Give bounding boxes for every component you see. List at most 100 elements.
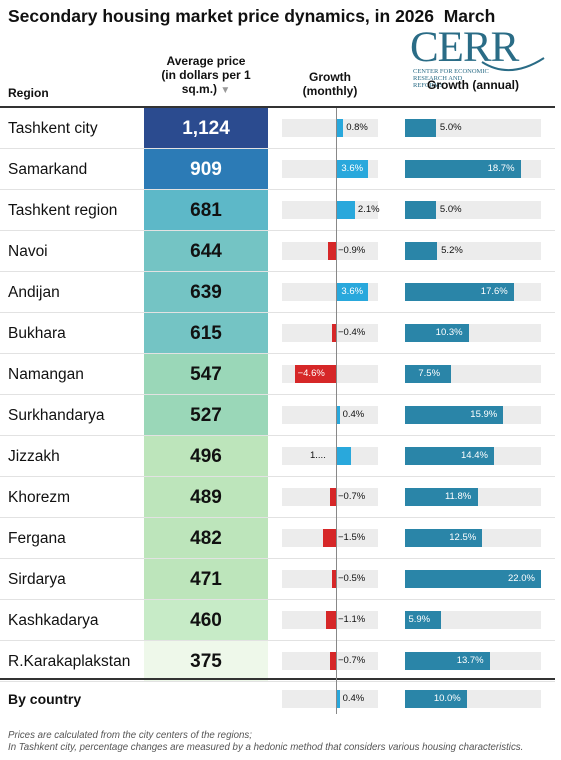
annual-bar [405, 201, 436, 219]
monthly-bar [336, 406, 340, 424]
annual-label: 5.9% [408, 614, 431, 625]
row-divider [0, 189, 555, 190]
annual-label: 5.0% [439, 204, 462, 215]
monthly-label: 0.8% [346, 122, 368, 133]
table-row: Surkhandarya 527 0.4% 15.9% [0, 395, 555, 436]
monthly-label: −1.5% [338, 532, 366, 543]
header-monthly[interactable]: Growth (monthly) [282, 70, 378, 98]
price-cell [144, 149, 268, 190]
monthly-bar-track [282, 690, 378, 708]
monthly-label: −4.6% [297, 368, 325, 379]
monthly-label: −1.1% [338, 614, 366, 625]
table-row: Jizzakh 496 1.... 14.4% [0, 436, 555, 477]
monthly-label: −0.7% [338, 491, 366, 502]
monthly-label: 0.4% [342, 409, 365, 420]
total-row: By country 0.4% 10.0% [0, 679, 555, 720]
region-name: Tashkent city [8, 120, 98, 137]
price-value: 639 [190, 282, 222, 303]
region-name: Navoi [8, 243, 48, 260]
region-name: Tashkent region [8, 202, 118, 219]
annual-bar [405, 570, 541, 588]
table-row: Fergana 482 −1.5% 12.5% [0, 518, 555, 559]
annual-bar [405, 611, 442, 629]
annual-label: 10.0% [433, 693, 461, 704]
header-monthly-line: Growth [309, 70, 351, 84]
header-annual[interactable]: Growth (annual) [427, 78, 519, 92]
monthly-bar-track [282, 119, 378, 137]
annual-label: 13.7% [456, 655, 484, 666]
header-monthly-line: (monthly) [302, 84, 358, 98]
monthly-bar [336, 283, 369, 301]
header-region[interactable]: Region [8, 86, 49, 100]
sort-down-icon[interactable]: ▼ [220, 85, 231, 96]
row-divider [0, 476, 555, 477]
price-value: 1,124 [182, 118, 230, 139]
header-price-line: (in dollars per 1 [161, 68, 251, 82]
annual-bar [405, 324, 469, 342]
price-cell [144, 190, 268, 231]
annual-label: 14.4% [461, 450, 488, 461]
header-price[interactable]: Average price (in dollars per 1 sq.m.) ▼ [146, 54, 266, 98]
row-divider [0, 312, 555, 313]
monthly-bar [329, 488, 336, 506]
price-cell [144, 395, 268, 436]
price-value: 681 [190, 200, 222, 221]
header-price-line: sq.m.) [181, 82, 218, 96]
annual-label: 15.9% [470, 409, 498, 420]
monthly-bar-track [282, 447, 378, 465]
price-cell [144, 641, 268, 682]
header-rule [0, 106, 555, 108]
row-divider [0, 599, 555, 600]
row-divider [0, 353, 555, 354]
monthly-bar [331, 570, 336, 588]
monthly-label: −0.9% [338, 245, 366, 256]
annual-bar [405, 488, 478, 506]
price-value: 471 [190, 569, 222, 590]
price-value: 615 [190, 323, 222, 344]
monthly-label: 0.4% [342, 693, 365, 704]
annual-bar [405, 242, 438, 260]
annual-bar [405, 160, 521, 178]
price-value: 547 [190, 364, 222, 385]
monthly-label: −0.4% [338, 327, 366, 338]
row-divider [0, 394, 555, 395]
annual-label: 12.5% [449, 532, 477, 543]
total-rule [0, 678, 555, 680]
table-row: Navoi 644 −0.9% 5.2% [0, 231, 555, 272]
price-cell [144, 272, 268, 313]
table-row: Tashkent region 681 2.1% 5.0% [0, 190, 555, 231]
price-cell [144, 559, 268, 600]
annual-label: 7.5% [418, 368, 441, 379]
price-cell [144, 600, 268, 641]
monthly-bar [336, 201, 355, 219]
annual-label: 5.2% [441, 245, 463, 256]
region-name: Kashkadarya [8, 612, 99, 629]
price-value: 489 [190, 487, 222, 508]
region-name: Jizzakh [8, 448, 60, 465]
price-cell [144, 231, 268, 272]
table-row: Kashkadarya 460 −1.1% 5.9% [0, 600, 555, 641]
region-name: Fergana [8, 530, 66, 547]
price-value: 496 [190, 446, 222, 467]
table-row: Samarkand 909 3.6% 18.7% [0, 149, 555, 190]
monthly-bar-track [282, 570, 378, 588]
annual-bar [405, 690, 467, 708]
annual-bar-track [405, 242, 541, 260]
logo-subtitle: Center for Economic Research and Reforms [413, 68, 489, 89]
price-cell [144, 436, 268, 477]
footnote: Prices are calculated from the city cent… [8, 730, 523, 754]
row-divider [0, 271, 555, 272]
monthly-label: −0.7% [338, 655, 366, 666]
annual-label: 10.3% [435, 327, 463, 338]
monthly-bar-track [282, 406, 378, 424]
monthly-bar-track [282, 324, 378, 342]
region-name: By country [8, 691, 82, 707]
row-divider [0, 681, 555, 682]
table-row: R.Karakaplakstan 375 −0.7% 13.7% [0, 641, 555, 682]
price-cell [144, 313, 268, 354]
price-value: 909 [190, 159, 222, 180]
annual-label: 11.8% [444, 491, 472, 502]
table-row: Tashkent city 1,124 0.8% 5.0% [0, 108, 555, 149]
logo-wordmark: CERR [410, 24, 519, 71]
annual-bar [405, 652, 490, 670]
